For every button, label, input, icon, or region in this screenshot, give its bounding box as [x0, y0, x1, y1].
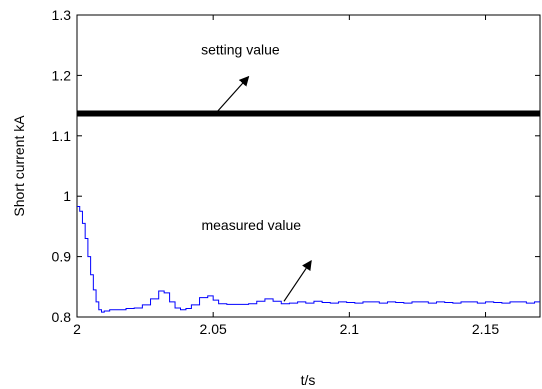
x-tick-label: 2	[73, 321, 81, 337]
y-tick-label: 1.1	[52, 128, 72, 144]
tick-group: 2 2.05 2.1 2.15 0.8 0.9 1 1.1 1.2 1.3	[52, 7, 540, 337]
x-tick-label: 2.1	[340, 321, 360, 337]
x-tick-label: 2.15	[472, 321, 499, 337]
y-tick-label: 1.2	[52, 67, 72, 83]
series-group	[77, 110, 540, 313]
y-tick-label: 0.9	[52, 249, 72, 265]
y-tick-label: 1	[63, 188, 71, 204]
y-axis-label: Short current kA	[11, 115, 27, 217]
plot-area	[76, 14, 541, 318]
annotation-arrow	[283, 259, 312, 302]
y-tick-label: 0.8	[52, 309, 72, 325]
y-tick-label: 1.3	[52, 7, 72, 23]
measured-value-line	[77, 205, 540, 313]
annotation-label: measured value	[201, 217, 301, 233]
x-axis-label: t/s	[301, 372, 316, 388]
annotation-arrow	[216, 75, 250, 113]
annotation-group: setting value measured value	[201, 41, 312, 302]
annotation-label: setting value	[201, 41, 280, 57]
x-tick-label: 2.05	[200, 321, 227, 337]
